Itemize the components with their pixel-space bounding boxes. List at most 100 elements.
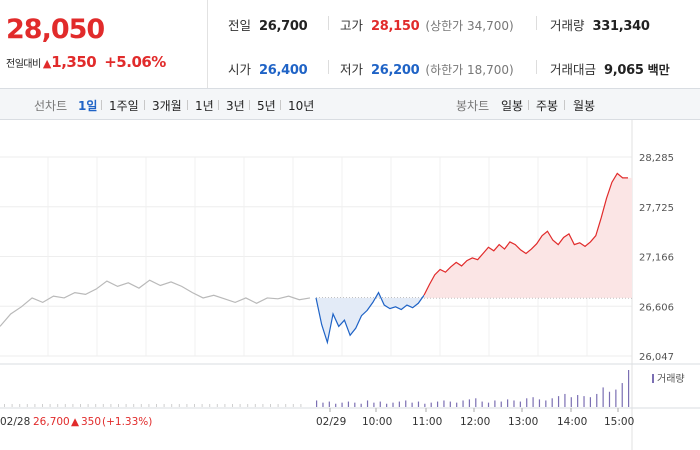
period-tab-1d[interactable]: 1일 <box>78 99 98 113</box>
volume-bar-previous <box>239 404 241 407</box>
x-axis-tick-label: 10:00 <box>362 416 392 428</box>
volume-bar <box>405 400 407 407</box>
stat-label: 시가 <box>228 62 252 77</box>
volume-bar <box>379 401 381 407</box>
stat-value: 28,150 <box>371 19 420 34</box>
y-axis-tick-label: 27,166 <box>639 253 674 264</box>
candle-tab-weekly[interactable]: 주봉 <box>536 99 559 113</box>
volume-bar <box>500 401 502 407</box>
change-row: 전일대비 ▲ 1,350 +5.06% <box>6 53 166 71</box>
chart-canvas: 28,285 27,725 27,166 26,606 26,047 거래량 02/29 10… <box>0 120 700 450</box>
volume-bar <box>328 401 330 407</box>
volume-bar <box>417 401 420 407</box>
volume-bar <box>366 400 369 407</box>
volume-bar-previous <box>64 404 66 407</box>
stat-unit: 백만 <box>647 63 670 77</box>
tab-separator <box>564 100 565 110</box>
series-today-down-line <box>315 291 425 345</box>
tab-separator <box>218 100 219 110</box>
volume-bar <box>532 397 534 407</box>
up-arrow-icon: ▲ <box>42 57 52 70</box>
stat-prev-close: 전일 26,700 <box>228 15 308 34</box>
volume-bar <box>608 391 611 407</box>
volume-bar-previous <box>80 404 81 407</box>
volume-bar-previous <box>4 404 5 407</box>
intraday-chart: 28,285 27,725 27,166 26,606 26,047 거래량 02/29 10… <box>0 120 700 450</box>
stat-value: 331,340 <box>592 19 650 34</box>
period-tab-3y[interactable]: 3년 <box>226 99 245 113</box>
prev-day-close: 26,700 <box>33 416 70 428</box>
period-tab-1w[interactable]: 1주일 <box>109 99 139 113</box>
x-axis-tick-label: 02/29 <box>316 416 346 428</box>
lower-limit: (하한가 18,700) <box>425 63 514 77</box>
prev-day-date: 02/28 <box>0 416 30 428</box>
volume-legend-label: 거래량 <box>657 373 685 385</box>
volume-bar <box>602 387 604 407</box>
volume-bar-previous <box>118 404 119 407</box>
y-axis-tick-label: 27,725 <box>639 203 674 214</box>
volume-bar <box>354 402 356 407</box>
prev-day-percent: (+1.33%) <box>102 416 152 428</box>
y-axis-tick-label: 26,606 <box>639 302 674 313</box>
stat-value: 26,400 <box>259 63 308 78</box>
x-axis-tick-label: 13:00 <box>508 416 538 428</box>
period-tab-1y[interactable]: 1년 <box>195 99 214 113</box>
volume-bar <box>494 400 496 407</box>
volume-bar <box>564 393 566 407</box>
candle-tab-monthly[interactable]: 월봉 <box>573 99 596 113</box>
stat-label: 거래량 <box>550 18 585 33</box>
volume-bar <box>347 401 350 407</box>
current-price: 28,050 <box>6 14 105 45</box>
volume-bar <box>322 402 324 407</box>
stats-panel: 전일 26,700 고가 28,150 (상한가 34,700) 거래량 331… <box>208 0 700 88</box>
tab-separator <box>249 100 250 110</box>
volume-bar-previous <box>49 404 51 407</box>
volume-bar <box>430 402 432 407</box>
volume-bar-previous <box>95 404 97 407</box>
series-today-up-line <box>423 172 628 296</box>
stat-value: 26,200 <box>371 63 420 78</box>
volume-bar-previous <box>194 404 195 407</box>
volume-bar-previous <box>201 404 203 407</box>
volume-bar-previous <box>42 404 43 407</box>
volume-bar <box>335 403 337 407</box>
x-axis-tick-label: 15:00 <box>604 416 634 428</box>
stat-high: 고가 28,150 (상한가 34,700) <box>340 15 514 34</box>
stat-label: 전일 <box>228 18 252 33</box>
period-tab-3m[interactable]: 3개월 <box>152 99 182 113</box>
change-value: 1,350 <box>51 53 97 71</box>
volume-bar <box>316 400 318 407</box>
volume-bar-previous <box>216 404 218 407</box>
period-tab-10y[interactable]: 10년 <box>288 99 315 113</box>
series-today-up-area <box>424 173 628 298</box>
volume-legend-swatch <box>652 374 654 383</box>
volume-bar <box>570 397 572 407</box>
volume-bar <box>449 401 451 407</box>
stat-low: 저가 26,200 (하한가 18,700) <box>340 59 514 78</box>
volume-bar-previous <box>224 404 226 407</box>
volume-bar <box>424 403 426 407</box>
x-axis-tick-label: 14:00 <box>557 416 587 428</box>
volume-bar-previous <box>247 404 249 407</box>
volume-bar <box>513 400 515 407</box>
volume-bar <box>436 401 439 407</box>
line-chart-label: 선차트 <box>34 99 68 113</box>
volume-bar <box>589 397 591 407</box>
volume-bar-previous <box>72 404 74 407</box>
volume-bar <box>456 402 458 407</box>
candle-tab-daily[interactable]: 일봉 <box>501 99 524 113</box>
x-axis-tick-label: 11:00 <box>412 416 442 428</box>
volume-bar-previous <box>270 404 271 407</box>
volume-bar-previous <box>26 404 28 407</box>
stat-label: 고가 <box>340 18 364 33</box>
tab-separator <box>101 100 102 110</box>
divider <box>536 16 537 30</box>
volume-bar <box>392 402 394 407</box>
divider <box>328 16 329 30</box>
volume-bar <box>360 403 362 407</box>
period-tab-5y[interactable]: 5년 <box>257 99 276 113</box>
volume-bar-previous <box>285 404 287 407</box>
stat-open: 시가 26,400 <box>228 59 308 78</box>
volume-bar <box>538 399 541 407</box>
volume-bar-previous <box>34 404 36 407</box>
